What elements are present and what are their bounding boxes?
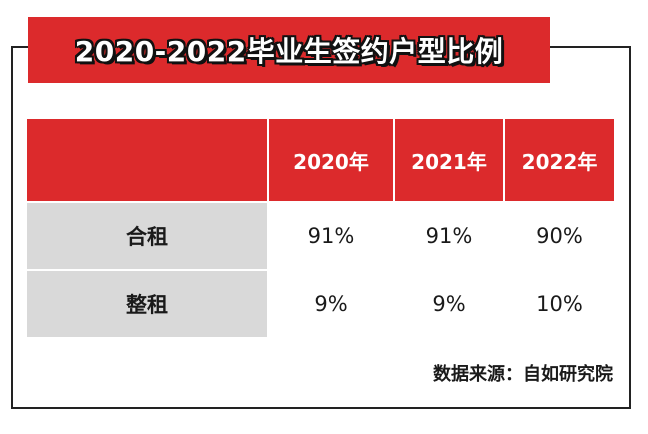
table-row: 合租 91% 91% 90%	[25, 201, 616, 271]
title-banner: 2020-2022毕业生签约户型比例	[28, 17, 550, 83]
header-cell-2020: 2020年	[267, 117, 395, 203]
chart-title: 2020-2022毕业生签约户型比例	[74, 35, 504, 68]
table-cell: 10%	[503, 269, 616, 339]
row-label-whole-rent: 整租	[25, 269, 269, 339]
table-cell: 9%	[267, 269, 395, 339]
source-note: 数据来源：自如研究院	[433, 364, 613, 385]
header-cell-2022: 2022年	[503, 117, 616, 203]
table-cell: 9%	[393, 269, 505, 339]
row-label-shared-rent: 合租	[25, 201, 269, 271]
table-cell: 91%	[267, 201, 395, 271]
header-cell-2021: 2021年	[393, 117, 505, 203]
table-cell: 90%	[503, 201, 616, 271]
table-cell: 91%	[393, 201, 505, 271]
header-corner-cell	[25, 117, 269, 203]
data-table: 2020年 2021年 2022年 合租 91% 91% 90% 整租 9% 9…	[25, 117, 616, 339]
table-header-row: 2020年 2021年 2022年	[25, 117, 616, 203]
table-row: 整租 9% 9% 10%	[25, 269, 616, 339]
